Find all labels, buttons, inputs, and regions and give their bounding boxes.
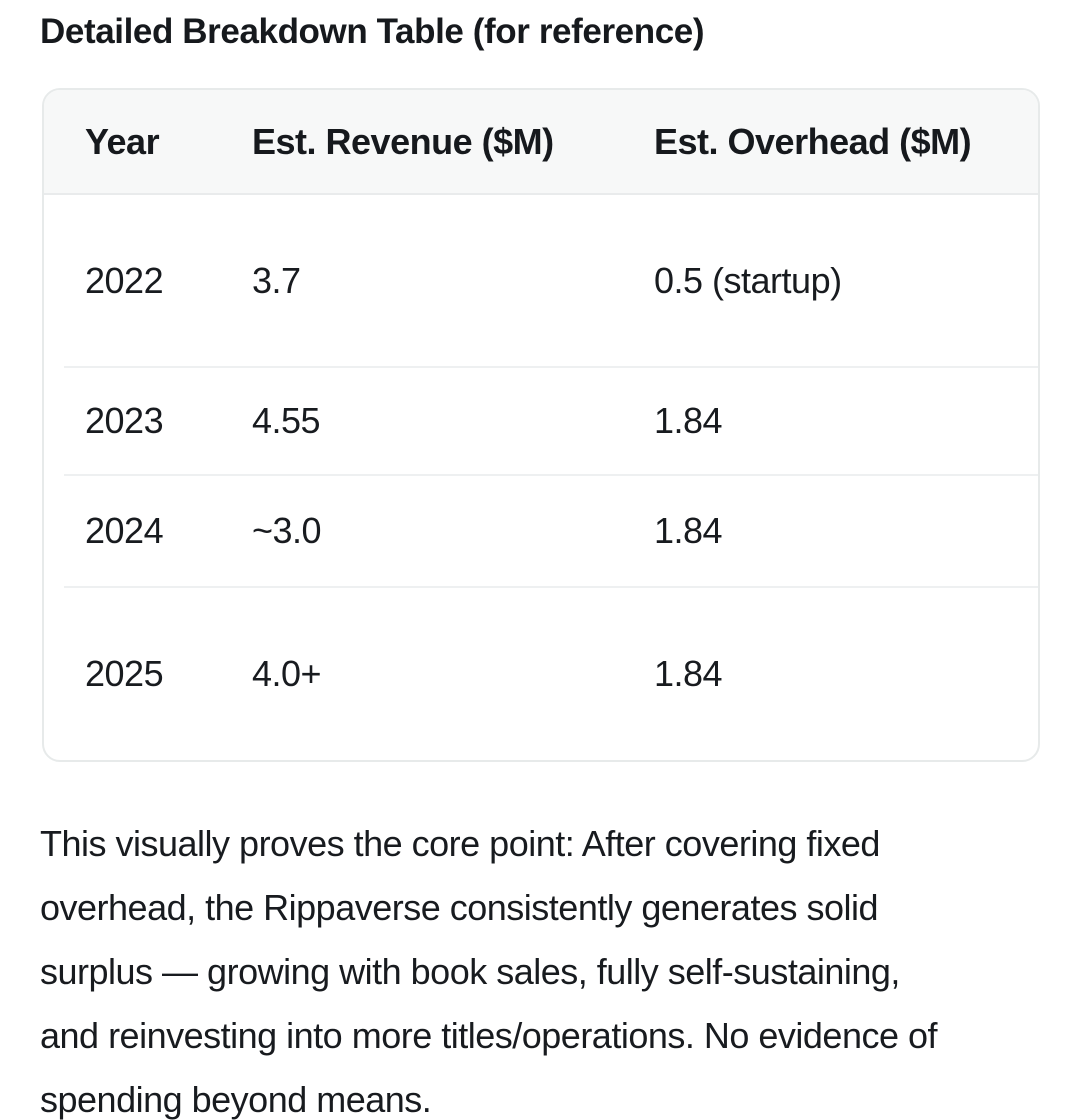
table-cell: 4.55 <box>252 400 321 441</box>
page-title: Detailed Breakdown Table (for reference) <box>40 12 705 51</box>
row-divider <box>64 366 1038 368</box>
table-cell: 2022 <box>85 259 164 301</box>
breakdown-table: Year Est. Revenue ($M) Est. Overhead ($M) … <box>42 88 1040 762</box>
table-row: 2025 4.0+ 1.84 <box>44 588 1038 760</box>
table-header-row: Year Est. Revenue ($M) Est. Overhead ($M) <box>44 90 1038 195</box>
table-row: 2024 ~3.0 1.84 <box>44 476 1038 586</box>
table-cell: 1.84 <box>654 400 723 441</box>
table-cell: 4.0+ <box>252 653 322 694</box>
column-header: Est. Revenue ($M) <box>252 120 554 162</box>
summary-paragraph: This visually proves the core point: Aft… <box>40 812 1040 1120</box>
table-cell: 2025 <box>85 653 164 694</box>
table-cell: 3.7 <box>252 259 301 301</box>
table-cell: 1.84 <box>654 510 723 551</box>
table-cell: ~3.0 <box>252 510 322 551</box>
table-cell: 2024 <box>85 510 164 551</box>
row-divider <box>64 474 1038 476</box>
paragraph-line: This visually proves the core point: Aft… <box>40 823 880 864</box>
paragraph-line: and reinvesting into more titles/operati… <box>40 1015 938 1056</box>
paragraph-line: overhead, the Rippaverse consistently ge… <box>40 887 879 928</box>
table-cell: 0.5 (startup) <box>654 259 842 301</box>
paragraph-line: spending beyond means. <box>40 1079 432 1120</box>
column-header: Year <box>85 120 160 162</box>
table-row: 2022 3.7 0.5 (startup) <box>44 195 1038 366</box>
table-row: 2023 4.55 1.84 <box>44 368 1038 474</box>
table-cell: 2023 <box>85 400 164 441</box>
row-divider <box>64 586 1038 588</box>
table-body: 2022 3.7 0.5 (startup) 2023 4.55 1.84 2024 ~3.0… <box>44 195 1038 760</box>
column-header: Est. Overhead ($M) <box>654 120 972 162</box>
paragraph-line: surplus — growing with book sales, fully… <box>40 951 900 992</box>
table-cell: 1.84 <box>654 653 723 694</box>
